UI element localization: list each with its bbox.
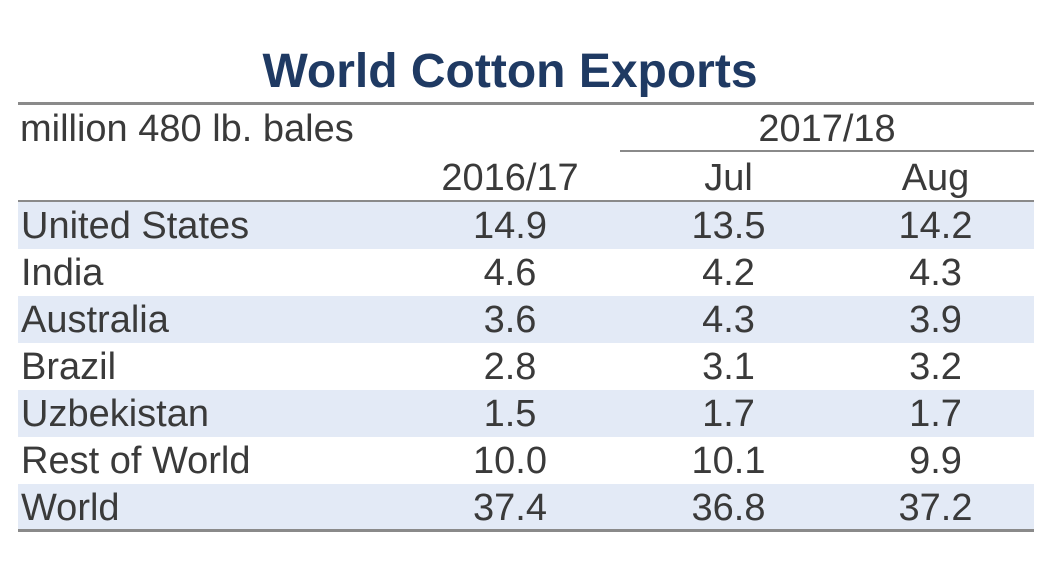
table-cell: 36.8 (691, 487, 766, 529)
row-label: United States (21, 205, 250, 247)
table-cell: 3.1 (702, 346, 755, 388)
table-cell: 1.7 (909, 393, 962, 435)
unit-label: million 480 lb. bales (20, 108, 354, 150)
table-row: Australia 3.6 4.3 3.9 (18, 296, 1034, 343)
table-row: Brazil 2.8 3.1 3.2 (18, 343, 1034, 390)
table-row: India 4.6 4.2 4.3 (18, 249, 1034, 296)
row-label: Australia (21, 299, 169, 341)
table-cell: 4.6 (483, 252, 537, 294)
top-rule (18, 102, 1034, 105)
table-row: United States 14.9 13.5 14.2 (18, 202, 1034, 249)
row-label: World (21, 487, 120, 529)
group-rule (620, 150, 1034, 152)
row-label: Uzbekistan (21, 393, 209, 435)
table-row: Uzbekistan 1.5 1.7 1.7 (18, 390, 1034, 437)
table-cell: 14.9 (473, 205, 547, 247)
table-cell: 37.4 (473, 487, 547, 529)
table-cell: 1.5 (483, 393, 537, 435)
table-title: World Cotton Exports (262, 45, 758, 98)
row-label: India (21, 252, 104, 294)
table-row: Rest of World 10.0 10.1 9.9 (18, 437, 1034, 484)
group-header: 2017/18 (758, 108, 896, 150)
table-cell: 37.2 (898, 487, 973, 529)
table-cell: 4.3 (909, 252, 962, 294)
table-cell: 10.1 (691, 440, 766, 482)
table-cell: 1.7 (702, 393, 755, 435)
table-cell: 4.3 (702, 299, 755, 341)
bottom-rule (18, 529, 1034, 532)
table-row: World 37.4 36.8 37.2 (18, 484, 1034, 531)
table-cell: 3.2 (909, 346, 962, 388)
header-rule (18, 200, 1034, 203)
table-cell: 9.9 (909, 440, 962, 482)
table-cell: 3.9 (909, 299, 962, 341)
column-header-jul: Jul (704, 157, 753, 199)
table-cell: 14.2 (898, 205, 973, 247)
table-cell: 4.2 (702, 252, 755, 294)
table-cell: 3.6 (483, 299, 537, 341)
column-header-2016-17: 2016/17 (441, 157, 579, 199)
table-cell: 13.5 (691, 205, 766, 247)
column-header-aug: Aug (901, 157, 970, 199)
table-cell: 2.8 (483, 346, 537, 388)
table-cell: 10.0 (473, 440, 547, 482)
row-label: Brazil (21, 346, 117, 388)
row-label: Rest of World (21, 440, 251, 482)
